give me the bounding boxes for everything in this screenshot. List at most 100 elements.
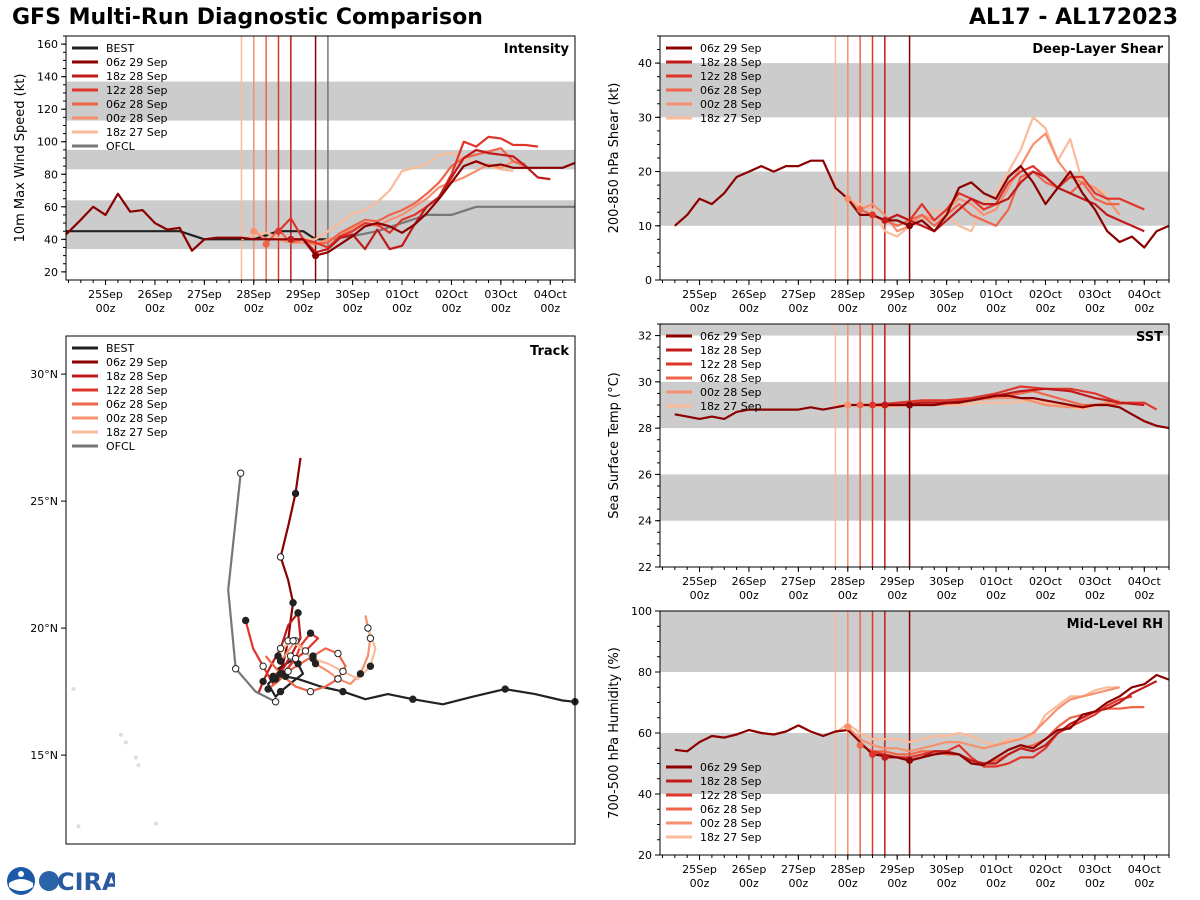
track-point-12z-28-Sep-4 (306, 629, 315, 637)
legend-label-intensity-5: 00z 28 Sep (106, 112, 168, 125)
threshold-band-rh-0 (660, 733, 1169, 794)
track-point-06z-29-Sep-8 (291, 489, 300, 498)
map-area (66, 336, 575, 844)
xtick-day-sst-2: 27Sep (781, 575, 816, 588)
xtick-day-sst-0: 25Sep (682, 575, 717, 588)
track-point-OFCL-0 (271, 698, 280, 706)
ylabel-sst: Sea Surface Temp (°C) (607, 372, 622, 519)
init-marker-intensity-0 (312, 252, 320, 260)
track-point-BEST-9 (339, 687, 347, 696)
xtick-day-sst-5: 30Sep (929, 575, 964, 588)
init-marker-shear-2 (868, 211, 876, 219)
track-point-06z-28-Sep-0 (264, 685, 272, 693)
legend-label-shear-0: 06z 29 Sep (700, 42, 762, 55)
panel-title-intensity: Intensity (504, 42, 570, 57)
panel-title-sst: SST (1136, 330, 1163, 345)
xtick-day-shear-4: 29Sep (880, 288, 915, 301)
series-line-intensity-06z-29-Sep (65, 160, 576, 257)
series-line-intensity-18z-28-Sep (290, 148, 551, 254)
xtick-day-rh-5: 30Sep (929, 863, 964, 876)
track-point-12z-28-Sep-10 (259, 662, 267, 670)
legend-label-track-2: 18z 28 Sep (106, 370, 168, 383)
legend-label-intensity-1: 06z 29 Sep (106, 56, 168, 69)
threshold-band-shear-1 (660, 63, 1169, 118)
series-line-intensity-BEST (66, 230, 328, 241)
xtick-day-shear-9: 04Oct (1128, 288, 1162, 301)
track-point-06z-29-Sep-6 (276, 553, 285, 561)
figure-title: GFS Multi-Run Diagnostic Comparison (12, 5, 483, 30)
xtick-hour-rh-1: 00z (739, 877, 759, 890)
track-point-BEST-3 (501, 685, 509, 693)
xtick-hour-sst-5: 00z (937, 589, 957, 602)
track-point-BEST-6 (409, 695, 417, 703)
legend-label-rh-2: 12z 28 Sep (700, 789, 762, 802)
ytick-label-rh-3: 80 (638, 666, 652, 679)
island-shape-4 (136, 763, 141, 768)
island-shape-3 (133, 755, 138, 760)
panel-sst: 22242628303225Sep00z26Sep00z27Sep00z28Se… (607, 323, 1170, 602)
track-point-06z-28-Sep-12 (276, 670, 285, 678)
ytick-label-intensity-5: 120 (37, 103, 58, 116)
xtick-hour-sst-4: 00z (887, 589, 907, 602)
xtick-day-shear-0: 25Sep (682, 288, 717, 301)
ytick-label-sst-5: 32 (638, 330, 652, 343)
xtick-day-sst-4: 29Sep (880, 575, 915, 588)
xtick-day-intensity-7: 02Oct (435, 288, 469, 301)
xtick-day-shear-3: 28Sep (830, 288, 865, 301)
series-line-rh-00z-28-Sep (847, 686, 1120, 753)
xtick-hour-rh-0: 00z (690, 877, 710, 890)
track-point-18z-28-Sep-8 (259, 677, 267, 686)
ylabel-shear: 200-850 hPa Shear (kt) (607, 83, 622, 234)
track-point-06z-29-Sep-4 (289, 599, 297, 607)
xtick-day-rh-7: 02Oct (1029, 863, 1063, 876)
xtick-hour-shear-5: 00z (937, 302, 957, 315)
xtick-day-intensity-6: 01Oct (386, 288, 420, 301)
legend-label-rh-5: 18z 27 Sep (700, 831, 762, 844)
xtick-hour-rh-2: 00z (788, 877, 808, 890)
init-marker-shear-1 (881, 216, 889, 224)
panel-title-shear: Deep-Layer Shear (1032, 42, 1163, 57)
xtick-hour-rh-9: 00z (1134, 877, 1154, 890)
series-line-shear-18z-28-Sep (884, 170, 1145, 233)
xtick-day-shear-5: 30Sep (929, 288, 964, 301)
legend-label-track-1: 06z 29 Sep (106, 356, 168, 369)
track-point-OFCL-2 (231, 665, 240, 673)
xtick-hour-sst-9: 00z (1134, 589, 1154, 602)
xtick-hour-sst-2: 00z (788, 589, 808, 602)
legend-label-sst-2: 12z 28 Sep (700, 358, 762, 371)
track-point-06z-28-Sep-2 (284, 667, 292, 675)
init-marker-rh-3 (856, 741, 864, 749)
legend-label-track-7: OFCL (106, 440, 136, 453)
xtick-day-intensity-4: 29Sep (286, 288, 321, 301)
xtick-hour-sst-1: 00z (739, 589, 759, 602)
panel-rh: 2040608010025Sep00z26Sep00z27Sep00z28Sep… (607, 605, 1170, 890)
legend-label-track-5: 00z 28 Sep (106, 412, 168, 425)
track-point-18z-27-Sep-6 (339, 667, 347, 675)
series-line-rh-18z-27-Sep (834, 686, 1120, 747)
init-marker-rh-4 (844, 723, 852, 731)
init-marker-sst-4 (844, 401, 852, 409)
xtick-hour-shear-2: 00z (788, 302, 808, 315)
legend-label-intensity-3: 12z 28 Sep (106, 84, 168, 97)
xtick-day-shear-7: 02Oct (1029, 288, 1063, 301)
island-shape-6 (76, 824, 81, 829)
track-point-00z-28-Sep-6 (334, 675, 342, 683)
cira-logo-text: CIRA (57, 868, 115, 896)
panel-track: 15°N 20°N 25°N 30°N Track (30, 335, 579, 845)
noaa-cira-logo: CIRA (7, 867, 115, 896)
legend-label-rh-1: 18z 28 Sep (700, 775, 762, 788)
legend-label-shear-2: 12z 28 Sep (700, 70, 762, 83)
xtick-hour-shear-0: 00z (690, 302, 710, 315)
series-line-rh-06z-29-Sep (674, 673, 1170, 767)
xtick-day-intensity-5: 30Sep (335, 288, 370, 301)
ytick-label-intensity-7: 160 (37, 38, 58, 51)
storm-id-title: AL17 - AL172023 (969, 5, 1178, 30)
xtick-day-rh-2: 27Sep (781, 863, 816, 876)
xtick-hour-shear-8: 00z (1085, 302, 1105, 315)
legend-label-track-6: 18z 27 Sep (106, 426, 168, 439)
track-point-00z-28-Sep-8 (356, 670, 365, 678)
init-marker-intensity-2 (274, 227, 282, 235)
legend-label-intensity-6: 18z 27 Sep (106, 126, 168, 139)
track-point-12z-28-Sep-6 (301, 647, 310, 655)
